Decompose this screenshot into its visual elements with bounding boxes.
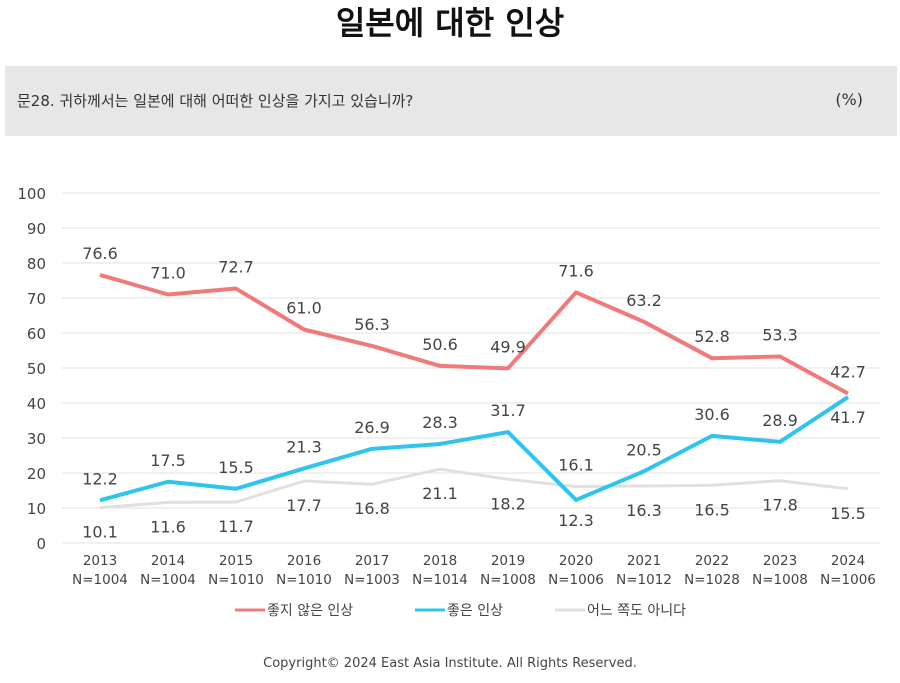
legend-label: 어느 쪽도 아니다	[587, 603, 686, 619]
data-label: 18.2	[490, 494, 526, 513]
data-label: 61.0	[286, 299, 322, 318]
series-line-2	[99, 395, 850, 503]
x-tick-label: 2021	[627, 553, 661, 569]
x-tick-label: 2013	[83, 553, 117, 569]
data-label: 21.3	[286, 437, 322, 456]
series-line-1	[99, 272, 849, 396]
data-label: 63.2	[626, 291, 662, 310]
data-label: 71.6	[558, 261, 594, 280]
question-box: 문28. 귀하께서는 일본에 대해 어떠한 인상을 가지고 있습니까? (%)	[5, 66, 897, 136]
x-tick-label: 2019	[491, 553, 525, 569]
sample-size-label: N=1004	[72, 572, 128, 588]
y-tick-label: 90	[27, 220, 46, 238]
data-label: 12.2	[82, 469, 118, 488]
x-tick-label: 2016	[287, 553, 321, 569]
series-line-3	[99, 467, 849, 510]
data-label: 76.6	[82, 244, 118, 263]
x-tick-label: 2017	[355, 553, 389, 569]
data-label: 16.1	[558, 456, 594, 475]
data-label: 42.7	[830, 363, 866, 382]
data-label: 17.5	[150, 451, 186, 470]
data-label: 53.3	[762, 325, 798, 344]
data-label: 15.5	[218, 458, 254, 477]
data-label: 12.3	[558, 511, 594, 530]
sample-size-label: N=1014	[412, 572, 468, 588]
sample-size-label: N=1028	[684, 572, 740, 588]
data-label: 72.7	[218, 258, 254, 277]
x-tick-label: 2015	[219, 553, 253, 569]
y-tick-label: 20	[27, 465, 46, 483]
sample-size-label: N=1008	[480, 572, 536, 588]
sample-size-label: N=1003	[344, 572, 400, 588]
data-label: 16.8	[354, 499, 390, 518]
data-label: 50.6	[422, 335, 458, 354]
data-label: 16.5	[694, 500, 730, 519]
copyright: Copyright© 2024 East Asia Institute. All…	[263, 656, 637, 671]
sample-size-label: N=1008	[752, 572, 808, 588]
sample-size-label: N=1012	[616, 572, 672, 588]
data-label: 15.5	[830, 504, 866, 523]
data-label: 28.9	[762, 411, 798, 430]
data-label: 31.7	[490, 401, 526, 420]
x-tick-label: 2014	[151, 553, 185, 569]
data-label: 21.1	[422, 484, 458, 503]
x-tick-label: 2018	[423, 553, 457, 569]
data-label: 28.3	[422, 413, 458, 432]
sample-size-label: N=1006	[548, 572, 604, 588]
y-tick-label: 100	[17, 185, 46, 203]
x-tick-label: 2022	[695, 553, 729, 569]
data-label: 11.6	[150, 517, 186, 536]
data-label: 56.3	[354, 315, 390, 334]
x-tick-label: 2024	[831, 553, 865, 569]
data-label: 41.7	[830, 408, 866, 427]
data-label: 17.7	[286, 496, 322, 515]
y-tick-label: 70	[27, 290, 46, 308]
data-label: 11.7	[218, 517, 254, 536]
line-chart: 0 10 20 30 40 50 60 70 80 90 100 2013 N=1004 2014 N=10…	[17, 185, 880, 619]
y-tick-label: 80	[27, 255, 46, 273]
data-label: 20.5	[626, 440, 662, 459]
unit-label: (%)	[835, 90, 863, 109]
data-label: 49.9	[490, 337, 526, 356]
legend-label: 좋은 인상	[447, 603, 503, 619]
sample-size-label: N=1004	[140, 572, 196, 588]
y-tick-label: 10	[27, 500, 46, 518]
data-label: 16.3	[626, 501, 662, 520]
y-tick-label: 30	[27, 430, 46, 448]
sample-size-label: N=1010	[276, 572, 332, 588]
y-tick-label: 60	[27, 325, 46, 343]
sample-size-label: N=1006	[820, 572, 876, 588]
question-text: 문28. 귀하께서는 일본에 대해 어떠한 인상을 가지고 있습니까?	[17, 92, 414, 110]
data-label: 30.6	[694, 405, 730, 424]
data-label: 71.0	[150, 264, 186, 283]
chart-title: 일본에 대한 인상	[335, 4, 565, 42]
legend-label: 좋지 않은 인상	[267, 603, 353, 619]
data-label: 10.1	[82, 523, 118, 542]
y-tick-label: 0	[36, 535, 46, 553]
data-label: 17.8	[762, 496, 798, 515]
data-label: 26.9	[354, 418, 390, 437]
data-label: 52.8	[694, 327, 730, 346]
x-tick-label: 2020	[559, 553, 593, 569]
y-tick-label: 40	[27, 395, 46, 413]
sample-size-label: N=1010	[208, 572, 264, 588]
x-tick-label: 2023	[763, 553, 797, 569]
y-tick-label: 50	[27, 360, 46, 378]
